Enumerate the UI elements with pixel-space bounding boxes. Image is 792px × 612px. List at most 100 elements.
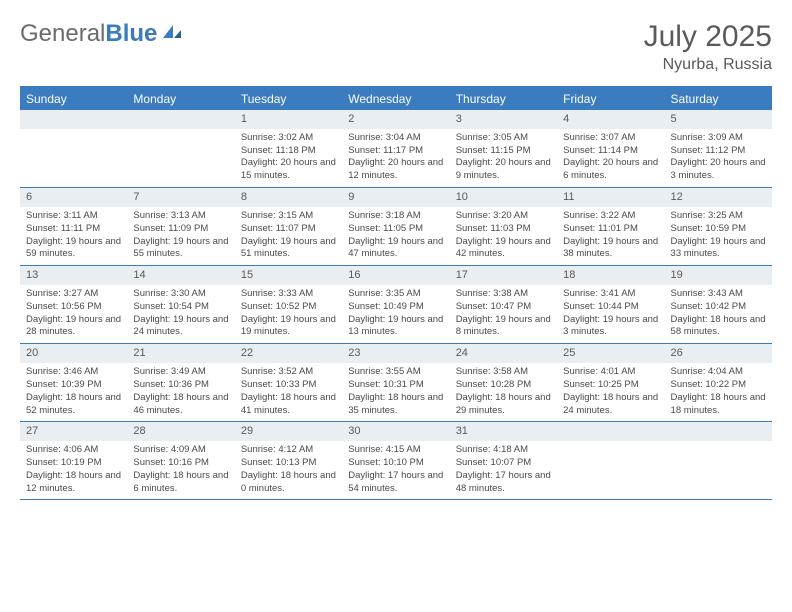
day-cell: [127, 110, 234, 187]
day-number: 9: [342, 188, 449, 207]
day-cell: 27Sunrise: 4:06 AMSunset: 10:19 PMDaylig…: [20, 422, 127, 499]
day-number: 25: [557, 344, 664, 363]
daylight-text: Daylight: 19 hours and 33 minutes.: [671, 236, 766, 262]
sunset-text: Sunset: 11:12 PM: [671, 145, 766, 158]
sunrise-text: Sunrise: 3:11 AM: [26, 210, 121, 223]
sunset-text: Sunset: 10:49 PM: [348, 301, 443, 314]
day-number: 23: [342, 344, 449, 363]
day-content: Sunrise: 4:04 AMSunset: 10:22 PMDaylight…: [665, 363, 772, 421]
day-cell: 7Sunrise: 3:13 AMSunset: 11:09 PMDayligh…: [127, 188, 234, 265]
sunrise-text: Sunrise: 3:58 AM: [456, 366, 551, 379]
sunset-text: Sunset: 10:13 PM: [241, 457, 336, 470]
day-number: 12: [665, 188, 772, 207]
logo-text-blue: Blue: [105, 20, 157, 48]
daylight-text: Daylight: 19 hours and 51 minutes.: [241, 236, 336, 262]
day-content: Sunrise: 3:11 AMSunset: 11:11 PMDaylight…: [20, 207, 127, 265]
sunset-text: Sunset: 11:17 PM: [348, 145, 443, 158]
sunrise-text: Sunrise: 3:04 AM: [348, 132, 443, 145]
day-cell: 24Sunrise: 3:58 AMSunset: 10:28 PMDaylig…: [450, 344, 557, 421]
day-cell: 29Sunrise: 4:12 AMSunset: 10:13 PMDaylig…: [235, 422, 342, 499]
day-content: Sunrise: 3:15 AMSunset: 11:07 PMDaylight…: [235, 207, 342, 265]
week-row: 20Sunrise: 3:46 AMSunset: 10:39 PMDaylig…: [20, 344, 772, 422]
sunrise-text: Sunrise: 3:18 AM: [348, 210, 443, 223]
weekday-header: Saturday: [665, 88, 772, 110]
day-cell: 4Sunrise: 3:07 AMSunset: 11:14 PMDayligh…: [557, 110, 664, 187]
day-content: Sunrise: 3:41 AMSunset: 10:44 PMDaylight…: [557, 285, 664, 343]
daylight-text: Daylight: 18 hours and 29 minutes.: [456, 392, 551, 418]
daylight-text: Daylight: 20 hours and 3 minutes.: [671, 157, 766, 183]
sunrise-text: Sunrise: 3:43 AM: [671, 288, 766, 301]
day-content: Sunrise: 4:18 AMSunset: 10:07 PMDaylight…: [450, 441, 557, 499]
day-number: 30: [342, 422, 449, 441]
day-content: Sunrise: 3:22 AMSunset: 11:01 PMDaylight…: [557, 207, 664, 265]
sunrise-text: Sunrise: 3:02 AM: [241, 132, 336, 145]
page-header: GeneralBlue July 2025 Nyurba, Russia: [20, 20, 772, 74]
day-cell: 9Sunrise: 3:18 AMSunset: 11:05 PMDayligh…: [342, 188, 449, 265]
day-number: 29: [235, 422, 342, 441]
day-content: Sunrise: 3:55 AMSunset: 10:31 PMDaylight…: [342, 363, 449, 421]
day-number: 8: [235, 188, 342, 207]
sunrise-text: Sunrise: 3:35 AM: [348, 288, 443, 301]
weeks-container: 1Sunrise: 3:02 AMSunset: 11:18 PMDayligh…: [20, 110, 772, 500]
day-content: Sunrise: 3:27 AMSunset: 10:56 PMDaylight…: [20, 285, 127, 343]
day-content: Sunrise: 3:25 AMSunset: 10:59 PMDaylight…: [665, 207, 772, 265]
sunset-text: Sunset: 11:18 PM: [241, 145, 336, 158]
sunset-text: Sunset: 10:36 PM: [133, 379, 228, 392]
week-row: 6Sunrise: 3:11 AMSunset: 11:11 PMDayligh…: [20, 188, 772, 266]
day-cell: 18Sunrise: 3:41 AMSunset: 10:44 PMDaylig…: [557, 266, 664, 343]
logo-sail-icon: [161, 20, 183, 48]
day-cell: 5Sunrise: 3:09 AMSunset: 11:12 PMDayligh…: [665, 110, 772, 187]
sunset-text: Sunset: 11:09 PM: [133, 223, 228, 236]
daylight-text: Daylight: 19 hours and 55 minutes.: [133, 236, 228, 262]
daylight-text: Daylight: 19 hours and 59 minutes.: [26, 236, 121, 262]
daylight-text: Daylight: 18 hours and 24 minutes.: [563, 392, 658, 418]
day-cell: 15Sunrise: 3:33 AMSunset: 10:52 PMDaylig…: [235, 266, 342, 343]
day-content: Sunrise: 3:20 AMSunset: 11:03 PMDaylight…: [450, 207, 557, 265]
sunset-text: Sunset: 10:44 PM: [563, 301, 658, 314]
day-content: Sunrise: 3:05 AMSunset: 11:15 PMDaylight…: [450, 129, 557, 187]
day-number: 4: [557, 110, 664, 129]
day-content: Sunrise: 3:07 AMSunset: 11:14 PMDaylight…: [557, 129, 664, 187]
daylight-text: Daylight: 19 hours and 28 minutes.: [26, 314, 121, 340]
day-number: 11: [557, 188, 664, 207]
daylight-text: Daylight: 18 hours and 0 minutes.: [241, 470, 336, 496]
daylight-text: Daylight: 19 hours and 47 minutes.: [348, 236, 443, 262]
sunset-text: Sunset: 10:59 PM: [671, 223, 766, 236]
day-content: Sunrise: 3:49 AMSunset: 10:36 PMDaylight…: [127, 363, 234, 421]
day-content: Sunrise: 3:02 AMSunset: 11:18 PMDaylight…: [235, 129, 342, 187]
sunset-text: Sunset: 10:52 PM: [241, 301, 336, 314]
day-number: 26: [665, 344, 772, 363]
day-number: [127, 110, 234, 129]
day-content: Sunrise: 4:01 AMSunset: 10:25 PMDaylight…: [557, 363, 664, 421]
sunrise-text: Sunrise: 3:22 AM: [563, 210, 658, 223]
daylight-text: Daylight: 20 hours and 6 minutes.: [563, 157, 658, 183]
day-content: Sunrise: 3:35 AMSunset: 10:49 PMDaylight…: [342, 285, 449, 343]
day-number: 10: [450, 188, 557, 207]
sunrise-text: Sunrise: 3:20 AM: [456, 210, 551, 223]
sunset-text: Sunset: 11:14 PM: [563, 145, 658, 158]
day-number: [20, 110, 127, 129]
day-number: 17: [450, 266, 557, 285]
sunrise-text: Sunrise: 4:09 AM: [133, 444, 228, 457]
sunset-text: Sunset: 11:11 PM: [26, 223, 121, 236]
sunset-text: Sunset: 11:03 PM: [456, 223, 551, 236]
day-number: 3: [450, 110, 557, 129]
sunrise-text: Sunrise: 3:13 AM: [133, 210, 228, 223]
sunset-text: Sunset: 11:01 PM: [563, 223, 658, 236]
day-number: 5: [665, 110, 772, 129]
daylight-text: Daylight: 19 hours and 38 minutes.: [563, 236, 658, 262]
calendar: Sunday Monday Tuesday Wednesday Thursday…: [20, 86, 772, 500]
day-content: Sunrise: 3:33 AMSunset: 10:52 PMDaylight…: [235, 285, 342, 343]
sunrise-text: Sunrise: 3:33 AM: [241, 288, 336, 301]
week-row: 1Sunrise: 3:02 AMSunset: 11:18 PMDayligh…: [20, 110, 772, 188]
sunset-text: Sunset: 10:47 PM: [456, 301, 551, 314]
day-content: Sunrise: 4:09 AMSunset: 10:16 PMDaylight…: [127, 441, 234, 499]
daylight-text: Daylight: 19 hours and 13 minutes.: [348, 314, 443, 340]
day-cell: 16Sunrise: 3:35 AMSunset: 10:49 PMDaylig…: [342, 266, 449, 343]
day-cell: 26Sunrise: 4:04 AMSunset: 10:22 PMDaylig…: [665, 344, 772, 421]
day-number: 18: [557, 266, 664, 285]
day-cell: 25Sunrise: 4:01 AMSunset: 10:25 PMDaylig…: [557, 344, 664, 421]
day-cell: 6Sunrise: 3:11 AMSunset: 11:11 PMDayligh…: [20, 188, 127, 265]
sunrise-text: Sunrise: 3:05 AM: [456, 132, 551, 145]
sunset-text: Sunset: 10:16 PM: [133, 457, 228, 470]
